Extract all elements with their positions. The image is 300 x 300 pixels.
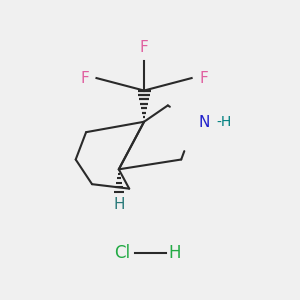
Text: -H: -H [216,115,231,129]
Text: H: H [168,244,181,262]
Text: F: F [199,70,208,86]
Text: H: H [113,197,124,212]
Text: F: F [80,70,89,86]
Text: Cl: Cl [115,244,131,262]
Text: N: N [198,115,209,130]
Text: F: F [140,40,148,56]
